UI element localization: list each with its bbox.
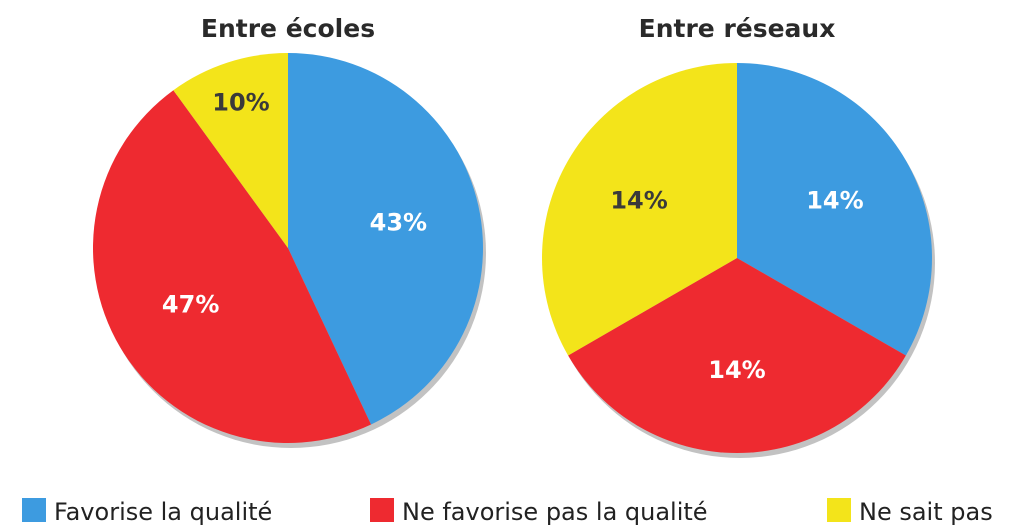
pie-slice — [568, 258, 906, 453]
pie-slice — [288, 53, 483, 425]
legend-swatch — [827, 498, 851, 522]
value-label: 43% — [370, 208, 427, 236]
legend-label: Favorise la qualité — [54, 498, 272, 526]
legend-swatch — [22, 498, 46, 522]
pie-slice — [92, 90, 372, 444]
legend-label: Ne favorise pas la qualité — [402, 498, 708, 526]
value-label: 47% — [162, 291, 219, 319]
chart-title: Entre réseaux — [639, 14, 836, 43]
legend-swatch — [370, 498, 394, 522]
pie-slice — [542, 63, 737, 356]
legend-label: Ne sait pas — [859, 498, 993, 526]
chart-title: Entre écoles — [201, 14, 375, 43]
value-label: 14% — [610, 186, 667, 214]
value-label: 14% — [806, 186, 863, 214]
value-label: 10% — [212, 88, 269, 116]
value-label: 14% — [708, 356, 765, 384]
pie-slice — [737, 63, 932, 356]
pie-slice — [173, 53, 288, 248]
